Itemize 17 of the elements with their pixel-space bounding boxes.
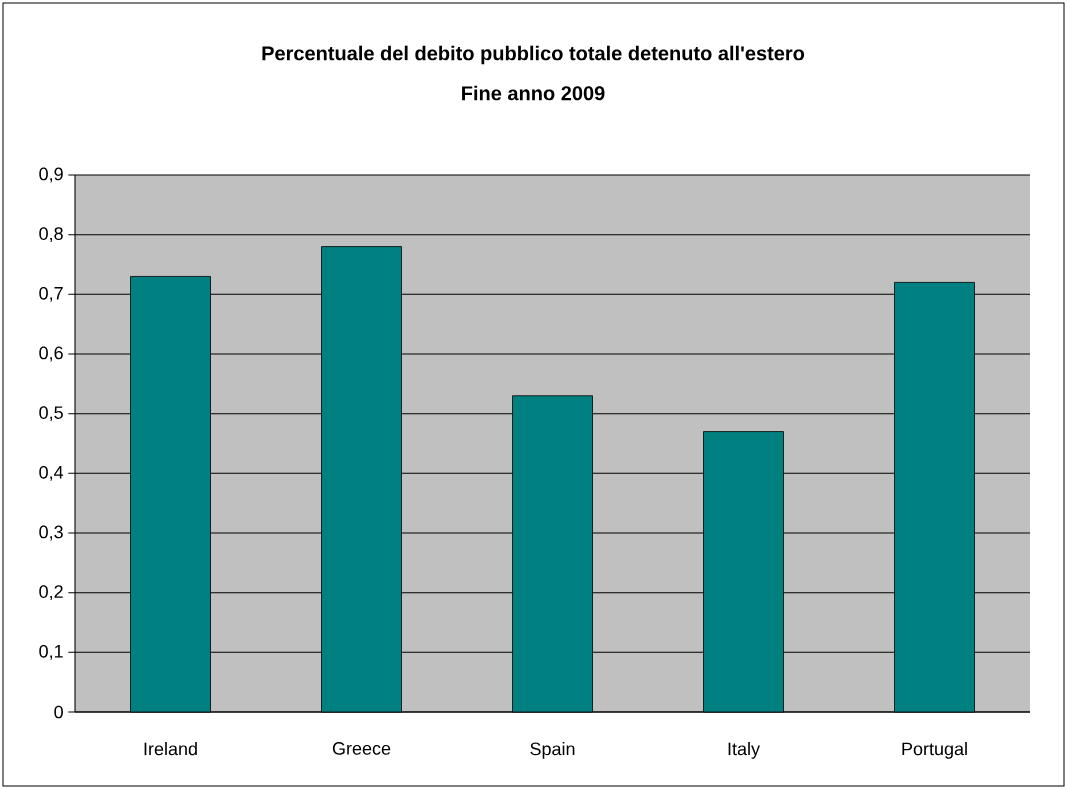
chart-subtitle: Fine anno 2009 [462,85,605,101]
x-tick-label: Greece [332,742,391,755]
y-tick-label: 0,1 [39,644,63,660]
y-tick-label: 0,2 [39,585,63,601]
x-tick-label: Portugal [902,742,967,759]
y-tick-label: 0,8 [39,227,63,243]
x-tick-label: Ireland [144,742,197,756]
chart-title: Percentuale del debito pubblico totale detenuto all'estero [262,45,805,65]
x-tick-label: Italy [728,742,760,759]
y-tick-label: 0,9 [39,167,63,183]
y-tick-label: 0,6 [39,346,63,362]
y-tick-label: 0,3 [39,525,63,541]
y-tick-label: 0,4 [39,465,64,481]
y-tick-label: 0 [54,705,63,719]
y-tick-label: 0,7 [39,286,63,302]
x-tick-label: Spain [530,742,575,759]
y-tick-label: 0,5 [39,406,63,422]
